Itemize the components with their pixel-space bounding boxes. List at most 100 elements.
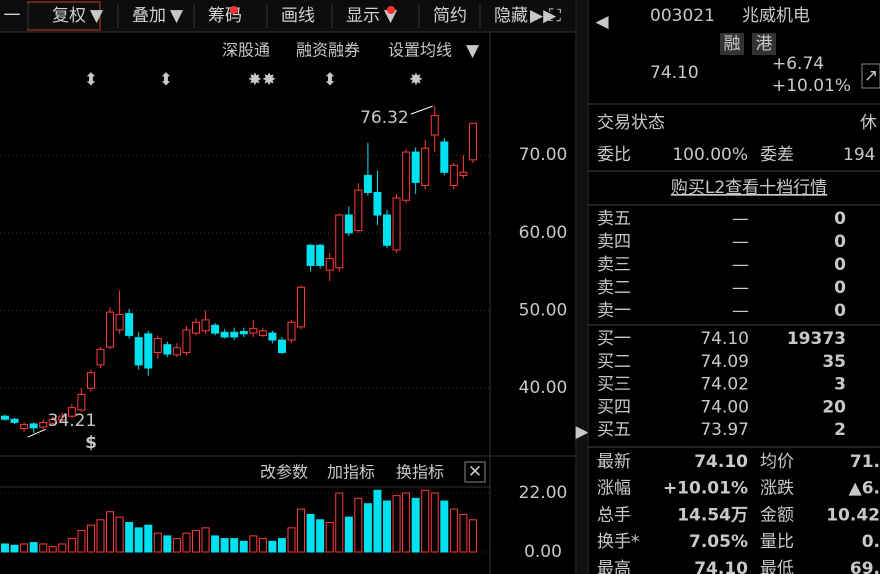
book-label: 买三 xyxy=(597,375,631,395)
candle-body xyxy=(277,339,286,353)
volume-bar xyxy=(163,535,172,553)
status-value: 休 xyxy=(860,113,877,133)
volume-bar xyxy=(201,527,210,553)
candle-body xyxy=(325,258,334,271)
toolbar-button[interactable]: 一 xyxy=(4,6,21,26)
volume-bar xyxy=(421,489,430,553)
candle-body xyxy=(297,286,306,328)
book-label: 买一 xyxy=(597,329,631,349)
volume-bar xyxy=(344,516,353,553)
volume-bar xyxy=(316,519,325,553)
y-tick-label: 70.00 xyxy=(519,145,568,165)
toolbar-arrows: ▶▶ xyxy=(530,6,557,26)
diff-label: 委差 xyxy=(760,145,794,165)
book-label: 卖二 xyxy=(597,278,631,298)
last-price: 74.10 xyxy=(650,63,699,83)
candle-body xyxy=(239,331,248,335)
candle-body xyxy=(163,344,172,355)
volume-bar xyxy=(363,503,372,553)
event-marker[interactable]: ✸ xyxy=(409,70,423,90)
order-book: 卖五 — 0 卖四 — 0 卖三 — 0 卖二 — 0 卖一 — 0 买一 74.10 19373 买二 74.09 3… xyxy=(597,209,880,574)
indicator-button[interactable]: 加指标 xyxy=(327,463,375,482)
book-volume: 20 xyxy=(822,397,846,417)
stat-label: 均价 xyxy=(760,452,794,472)
price-change: +6.74 xyxy=(772,54,824,74)
volume-bar xyxy=(449,508,458,553)
stat-value: 10.42 xyxy=(826,505,880,525)
candle-body xyxy=(449,164,458,186)
volume-bar xyxy=(354,497,363,553)
candle-body xyxy=(96,348,105,366)
y-tick-label: 60.00 xyxy=(519,223,568,243)
volume-bar xyxy=(230,538,239,553)
volume-bar xyxy=(58,543,67,553)
volume-bar xyxy=(134,527,143,553)
price-change-pct: +10.01% xyxy=(772,76,851,96)
volume-bar xyxy=(106,511,115,553)
volume-bar xyxy=(373,489,382,553)
book-label: 买二 xyxy=(597,352,631,372)
event-marker[interactable]: ⬍ xyxy=(323,70,337,90)
expand-button[interactable] xyxy=(861,63,880,89)
volume-bar xyxy=(468,519,477,553)
candle-body xyxy=(230,331,239,338)
volume-bar xyxy=(440,500,449,553)
stat-label: 最低 xyxy=(760,559,794,574)
tag-box xyxy=(720,33,744,55)
toolbar-button[interactable]: 显示 xyxy=(346,6,380,26)
candle-body xyxy=(153,337,162,353)
low-pointer xyxy=(27,428,46,438)
toolbar-button[interactable]: 叠加 xyxy=(132,6,166,26)
book-volume: 0 xyxy=(834,209,846,229)
event-marker[interactable]: ⬍ xyxy=(159,70,173,90)
subtoolbar-button[interactable]: 设置均线 xyxy=(388,41,452,60)
close-button[interactable] xyxy=(464,461,486,483)
volume-bar xyxy=(96,519,105,553)
indicator-button[interactable]: 换指标 xyxy=(396,463,444,482)
toolbar-button[interactable]: 复权 xyxy=(52,6,86,26)
volume-bar xyxy=(153,532,162,553)
book-price: 74.10 xyxy=(700,329,749,349)
collapse-arrow[interactable]: ▶ xyxy=(575,422,589,442)
stat-label: 量比 xyxy=(760,532,794,552)
candle-body xyxy=(373,191,382,216)
dropdown-arrow: ▼ xyxy=(466,41,480,61)
volume-bar xyxy=(430,492,439,553)
event-marker[interactable]: ✸✸ xyxy=(248,70,277,90)
fullscreen-icon[interactable]: ⛶ xyxy=(549,6,561,26)
candle-body xyxy=(402,151,411,201)
tag-box xyxy=(752,33,776,55)
candle-body xyxy=(220,331,229,338)
candle-body xyxy=(316,244,325,266)
stat-label: 涨幅 xyxy=(597,479,631,499)
book-label: 卖三 xyxy=(597,255,631,275)
back-arrow[interactable]: ◀ xyxy=(595,12,609,32)
subtoolbar-button[interactable]: 深股通 xyxy=(222,41,270,60)
subtoolbar-button[interactable]: 融资融券 xyxy=(296,41,360,60)
candle-body xyxy=(268,332,277,341)
book-label: 卖五 xyxy=(597,209,631,229)
book-volume: 0 xyxy=(834,255,846,275)
book-price: 73.97 xyxy=(700,420,749,440)
event-marker[interactable]: ⬍ xyxy=(84,70,98,90)
toolbar-button[interactable]: 简约 xyxy=(433,6,467,26)
chart: 70.00 60.00 50.00 40.00 22.00 0.00 76.32 34.21 xyxy=(0,105,568,562)
y-tick-label: 50.00 xyxy=(519,301,568,321)
candle-body xyxy=(201,319,210,332)
book-volume: 0 xyxy=(834,278,846,298)
indicator-button[interactable]: 改参数 xyxy=(260,463,308,482)
book-price: 74.00 xyxy=(700,397,749,417)
toolbar-button[interactable]: 隐藏 xyxy=(494,6,528,26)
candle-body xyxy=(58,415,67,421)
toolbar-button[interactable]: 画线 xyxy=(281,6,315,26)
low-label: 34.21 xyxy=(48,411,97,431)
expand-icon[interactable]: ↗ xyxy=(864,66,878,86)
l2-link[interactable]: 购买L2查看十档行情 xyxy=(671,178,827,198)
book-label: 买四 xyxy=(597,397,631,417)
volume-bar xyxy=(402,492,411,553)
volume-bar xyxy=(211,535,220,553)
close-icon[interactable]: ✕ xyxy=(468,462,482,482)
event-marker[interactable]: $ xyxy=(85,433,97,453)
stat-value: ▲6. xyxy=(849,479,880,499)
